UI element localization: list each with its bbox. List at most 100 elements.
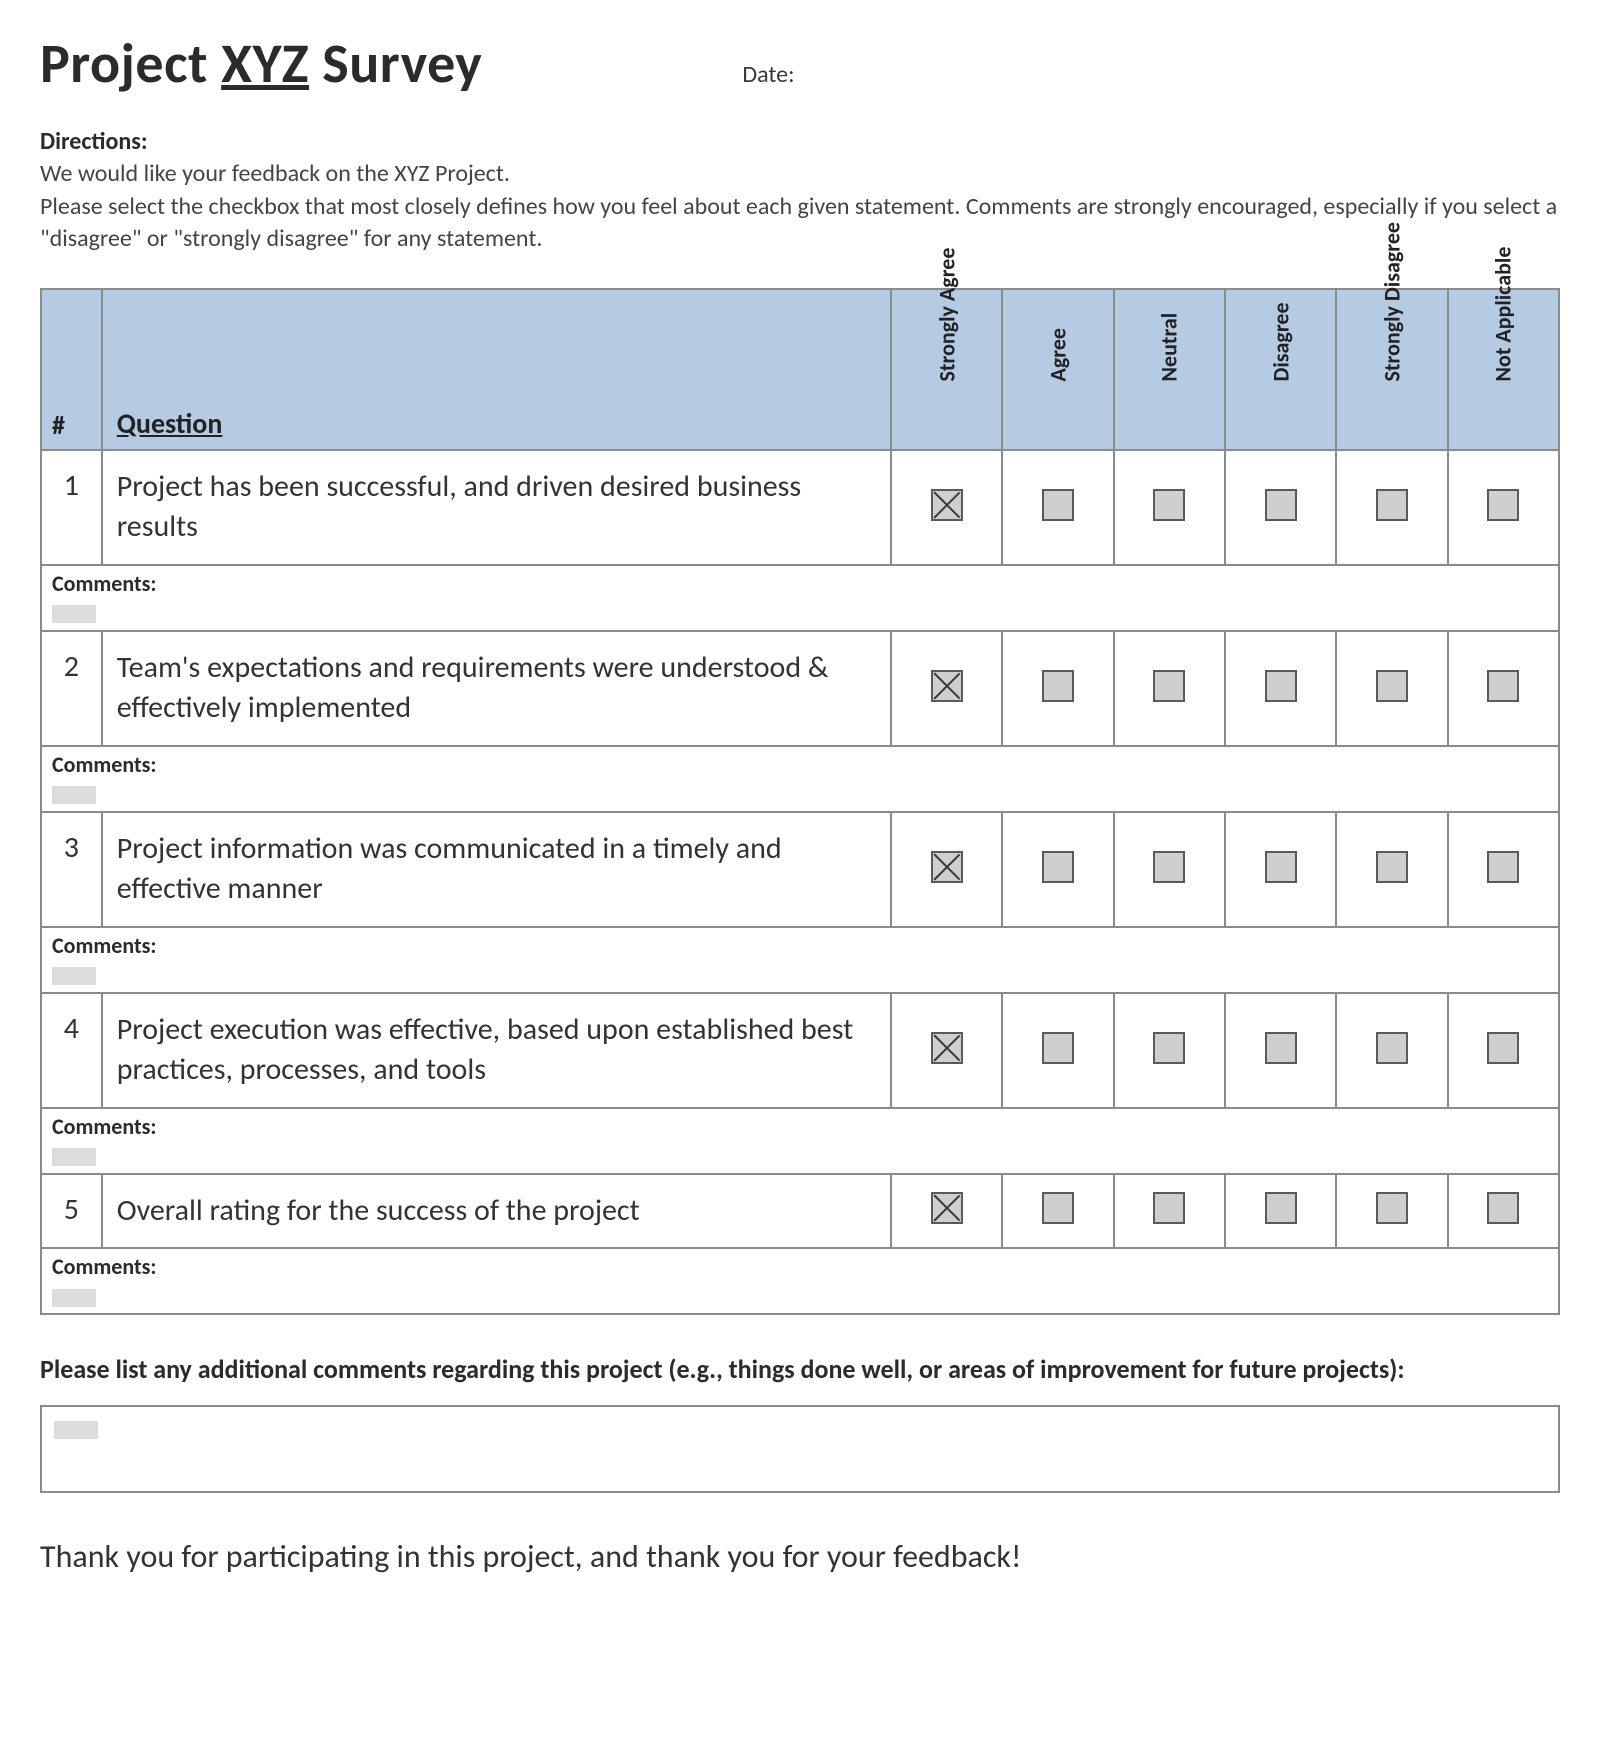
checkbox[interactable]: [1265, 851, 1297, 883]
option-cell: [1336, 631, 1447, 746]
option-cell: [1114, 993, 1225, 1108]
row-question: Project information was communicated in …: [102, 812, 891, 927]
option-cell: [891, 812, 1002, 927]
row-question: Project has been successful, and driven …: [102, 450, 891, 565]
checkbox[interactable]: [1265, 1192, 1297, 1224]
option-cell: [1336, 993, 1447, 1108]
checkbox[interactable]: [1042, 1192, 1074, 1224]
checkbox[interactable]: [1376, 851, 1408, 883]
text-cursor-stub: [52, 786, 96, 804]
directions-heading: Directions:: [40, 127, 147, 156]
comments-cell[interactable]: Comments:: [41, 927, 1559, 993]
checkbox[interactable]: [1487, 489, 1519, 521]
title-row: Project XYZ Survey Date:: [40, 30, 1560, 98]
row-number: 2: [41, 631, 102, 746]
row-question: Overall rating for the success of the pr…: [102, 1174, 891, 1249]
checkbox[interactable]: [1376, 1192, 1408, 1224]
survey-body: 1Project has been successful, and driven…: [41, 450, 1559, 1315]
option-cell: [1448, 993, 1559, 1108]
option-cell: [1448, 812, 1559, 927]
directions-block: Directions: We would like your feedback …: [40, 126, 1560, 256]
checkbox[interactable]: [1487, 1192, 1519, 1224]
checkbox[interactable]: [1376, 489, 1408, 521]
option-cell: [891, 993, 1002, 1108]
text-cursor-stub: [52, 605, 96, 623]
table-row: 2Team's expectations and requirements we…: [41, 631, 1559, 746]
checkbox[interactable]: [1042, 489, 1074, 521]
checkbox[interactable]: [931, 1192, 963, 1224]
text-cursor-stub: [54, 1421, 98, 1439]
checkbox[interactable]: [1487, 1032, 1519, 1064]
option-cell: [1225, 993, 1336, 1108]
additional-comments-box[interactable]: [40, 1405, 1560, 1493]
header-opt-not-applicable: Not Applicable: [1448, 289, 1559, 450]
header-opt-label: Not Applicable: [1432, 357, 1575, 381]
comments-cell[interactable]: Comments:: [41, 1248, 1559, 1314]
comments-cell[interactable]: Comments:: [41, 746, 1559, 812]
thank-you-text: Thank you for participating in this proj…: [40, 1537, 1560, 1576]
checkbox[interactable]: [1153, 670, 1185, 702]
row-number: 5: [41, 1174, 102, 1249]
row-question: Team's expectations and requirements wer…: [102, 631, 891, 746]
option-cell: [1336, 812, 1447, 927]
checkbox[interactable]: [931, 851, 963, 883]
comments-cell[interactable]: Comments:: [41, 565, 1559, 631]
checkbox[interactable]: [1153, 489, 1185, 521]
checkbox[interactable]: [1265, 489, 1297, 521]
checkbox[interactable]: [1265, 670, 1297, 702]
option-cell: [1002, 993, 1113, 1108]
comments-label: Comments:: [52, 1253, 156, 1280]
checkbox[interactable]: [1153, 1032, 1185, 1064]
table-row: 5Overall rating for the success of the p…: [41, 1174, 1559, 1249]
checkbox[interactable]: [931, 1032, 963, 1064]
comments-cell[interactable]: Comments:: [41, 1108, 1559, 1174]
option-cell: [1114, 812, 1225, 927]
row-question: Project execution was effective, based u…: [102, 993, 891, 1108]
option-cell: [1002, 450, 1113, 565]
header-question: Question: [102, 289, 891, 450]
checkbox[interactable]: [931, 489, 963, 521]
checkbox[interactable]: [1376, 1032, 1408, 1064]
checkbox[interactable]: [931, 670, 963, 702]
additional-comments-prompt: Please list any additional comments rega…: [40, 1351, 1560, 1387]
survey-table: # Question Strongly Agree Agree Neutral …: [40, 288, 1560, 1316]
checkbox[interactable]: [1376, 670, 1408, 702]
option-cell: [1002, 631, 1113, 746]
option-cell: [1225, 1174, 1336, 1249]
option-cell: [1336, 1174, 1447, 1249]
table-row: 4Project execution was effective, based …: [41, 993, 1559, 1108]
comments-row: Comments:: [41, 565, 1559, 631]
option-cell: [1225, 812, 1336, 927]
comments-row: Comments:: [41, 1108, 1559, 1174]
checkbox[interactable]: [1042, 670, 1074, 702]
checkbox[interactable]: [1487, 670, 1519, 702]
title-suffix: Survey: [309, 30, 482, 98]
option-cell: [1002, 1174, 1113, 1249]
text-cursor-stub: [52, 1148, 96, 1166]
option-cell: [1448, 631, 1559, 746]
comments-row: Comments:: [41, 927, 1559, 993]
option-cell: [1448, 1174, 1559, 1249]
date-label: Date:: [742, 60, 794, 89]
comments-label: Comments:: [52, 1113, 156, 1140]
option-cell: [1114, 631, 1225, 746]
checkbox[interactable]: [1042, 851, 1074, 883]
directions-line-1: We would like your feedback on the XYZ P…: [40, 159, 510, 188]
checkbox[interactable]: [1153, 1192, 1185, 1224]
table-header-row: # Question Strongly Agree Agree Neutral …: [41, 289, 1559, 450]
option-cell: [1114, 1174, 1225, 1249]
title-underlined: XYZ: [221, 30, 309, 98]
option-cell: [1114, 450, 1225, 565]
header-opt-neutral: Neutral: [1114, 289, 1225, 450]
comments-label: Comments:: [52, 932, 156, 959]
checkbox[interactable]: [1265, 1032, 1297, 1064]
page-title: Project XYZ Survey: [40, 30, 482, 98]
checkbox[interactable]: [1153, 851, 1185, 883]
option-cell: [1225, 631, 1336, 746]
table-row: 3Project information was communicated in…: [41, 812, 1559, 927]
checkbox[interactable]: [1487, 851, 1519, 883]
checkbox[interactable]: [1042, 1032, 1074, 1064]
option-cell: [1336, 450, 1447, 565]
option-cell: [1002, 812, 1113, 927]
row-number: 3: [41, 812, 102, 927]
